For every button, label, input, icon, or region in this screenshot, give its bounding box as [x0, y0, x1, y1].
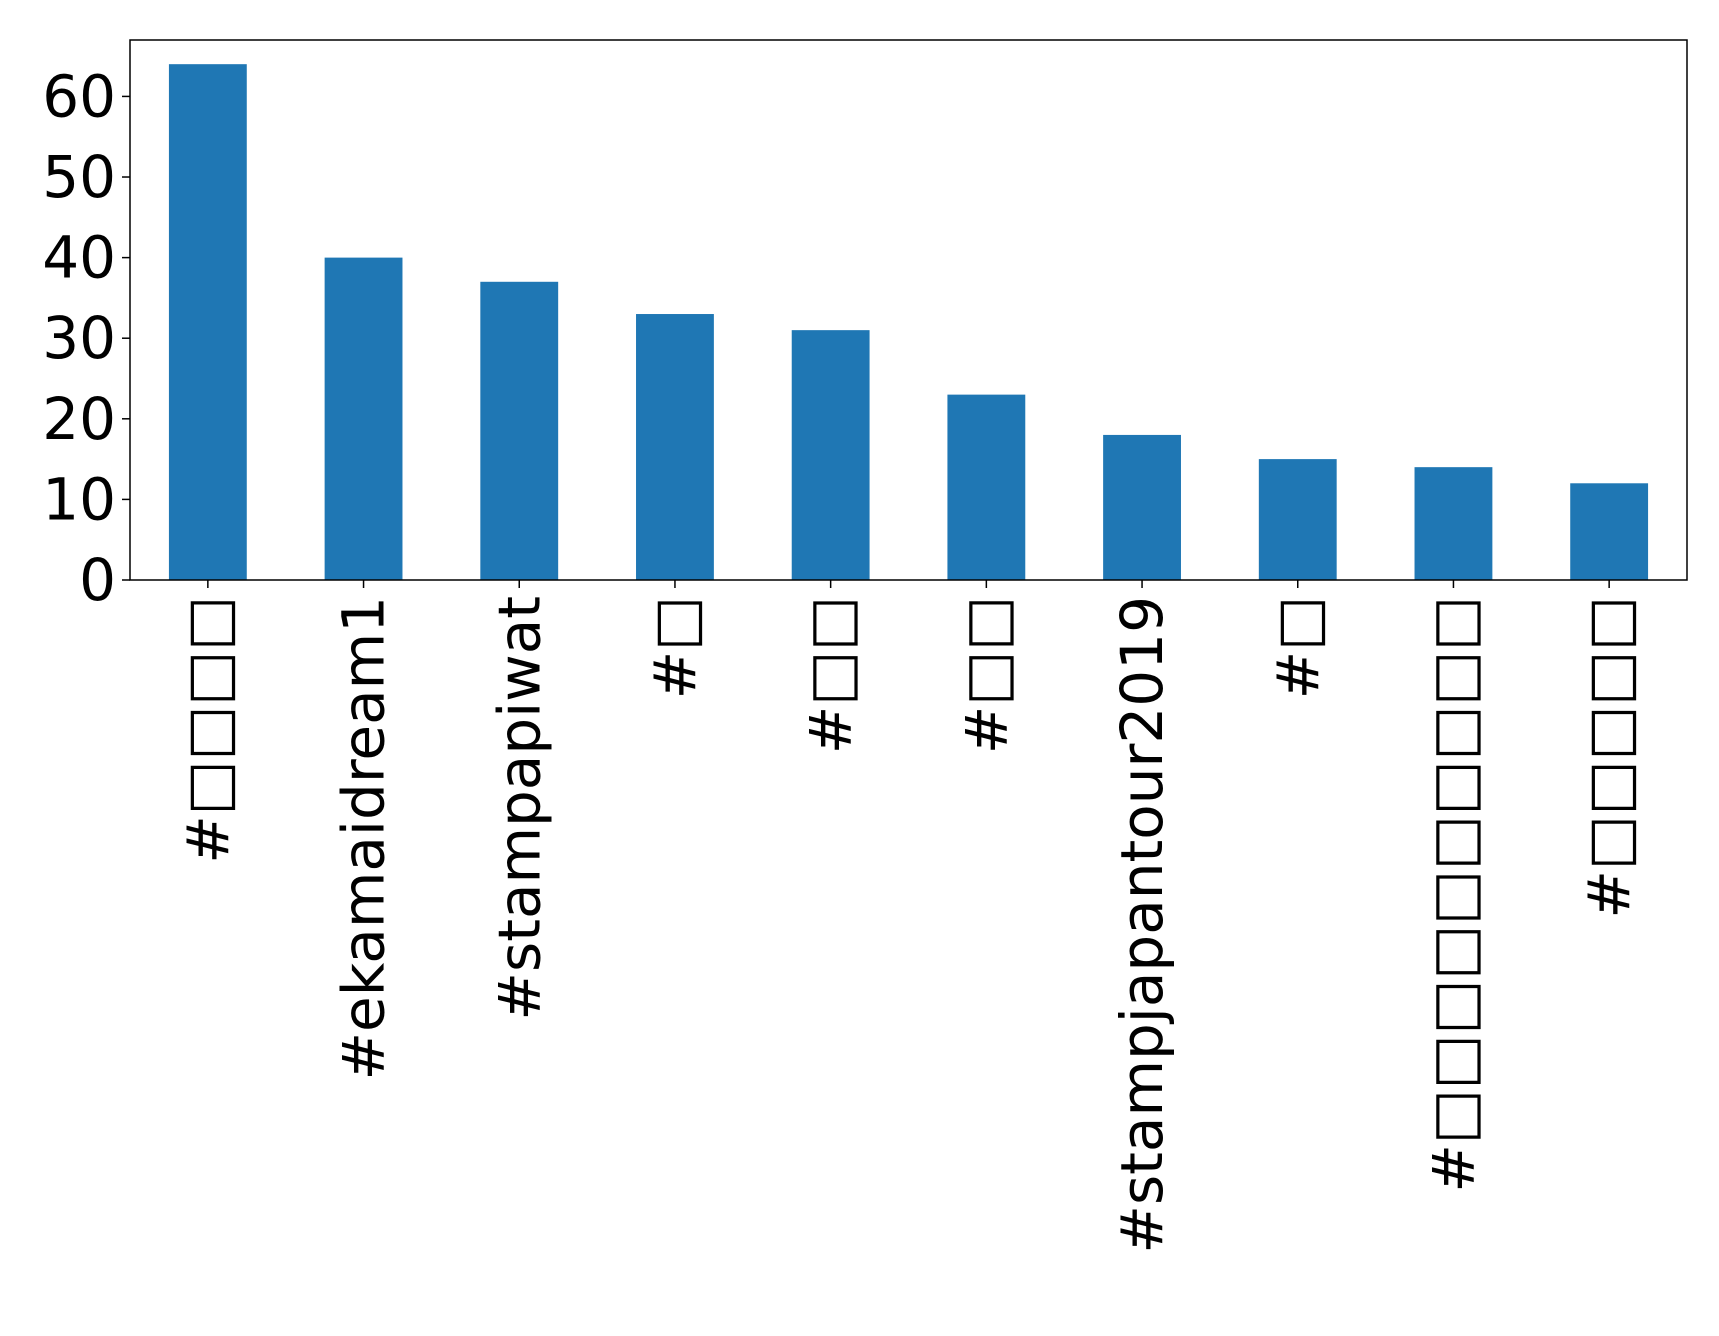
bar	[636, 314, 714, 580]
bar	[168, 64, 247, 581]
y-tick-label: 10	[42, 465, 116, 533]
bar	[480, 281, 559, 580]
y-tick-label: 40	[42, 224, 116, 292]
x-tick-label: #□	[641, 596, 709, 699]
y-tick-label: 50	[42, 143, 116, 211]
y-tick-label: 20	[42, 385, 116, 453]
x-tick-label: #stampjapantour2019	[1108, 596, 1176, 1254]
y-axis: 0 10 20 30 40 50 60	[42, 62, 130, 614]
x-tick-label: #□□	[797, 596, 865, 754]
y-tick-label: 30	[42, 304, 116, 372]
bar	[791, 330, 870, 580]
y-tick-label: 60	[42, 62, 116, 130]
bar	[324, 257, 403, 580]
x-tick-label: #□	[1264, 596, 1332, 699]
bar	[1258, 459, 1337, 580]
x-tick-label: #□□□□	[174, 596, 242, 864]
plot-frame	[129, 39, 1688, 581]
x-tick-label: #□□□□□□□□□□	[1419, 596, 1487, 1193]
bars-layer	[168, 64, 1649, 581]
x-axis: #□□□□ #ekamaidream1 #stampapiwat #□ #□□ #□□ #s…	[174, 580, 1643, 1254]
y-tick-label: 0	[79, 546, 116, 614]
x-tick-label: #□□□□□	[1575, 596, 1643, 919]
bar	[1414, 467, 1493, 580]
bar	[1103, 434, 1181, 580]
bar	[947, 394, 1026, 580]
x-tick-label: #□□	[952, 596, 1020, 754]
x-tick-label: #stampapiwat	[485, 596, 553, 1021]
x-tick-label: #ekamaidream1	[330, 596, 398, 1081]
bar	[1570, 483, 1649, 580]
